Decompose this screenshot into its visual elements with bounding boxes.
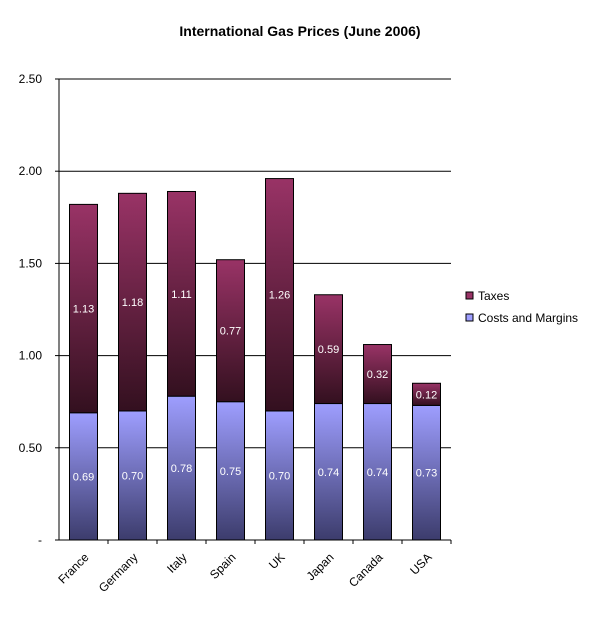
gridlines — [59, 78, 451, 449]
data-label: 0.74 — [367, 467, 388, 479]
data-label: 0.78 — [171, 463, 192, 475]
bar-taxes — [118, 192, 147, 412]
data-label: 1.18 — [122, 297, 143, 309]
x-axis-categories: France Germany Italy Spain UK Japan Canada USA — [55, 550, 434, 595]
y-tick-label: 1.50 — [19, 256, 43, 270]
data-labels: 0.69 1.13 0.70 1.18 0.78 1.11 0.75 0.77 0.70 1.26… — [73, 289, 437, 484]
bar-costs-and-margins — [314, 403, 343, 541]
data-label: 1.26 — [269, 290, 290, 302]
bar-costs-and-margins — [412, 404, 441, 541]
legend: Taxes Costs and Margins — [465, 289, 578, 325]
bar-taxes — [216, 259, 245, 403]
data-label: 1.13 — [73, 304, 94, 316]
legend-swatch — [465, 313, 474, 322]
chart-title: International Gas Prices (June 2006) — [179, 23, 420, 39]
y-tick-label: 2.00 — [19, 164, 43, 178]
data-label: 1.11 — [171, 289, 192, 301]
x-tick-label: France — [55, 550, 92, 587]
x-tick-label: Canada — [346, 550, 386, 590]
y-tick-label: - — [38, 533, 42, 547]
y-tick-label: 2.50 — [19, 72, 43, 86]
legend-swatch — [465, 291, 474, 300]
bar-costs-and-margins — [118, 410, 147, 541]
bar-taxes — [412, 382, 441, 406]
x-tick-label: Germany — [96, 550, 141, 595]
bar-taxes — [363, 344, 392, 405]
bar-taxes — [167, 190, 196, 397]
data-label: 0.59 — [318, 344, 339, 356]
x-tick-label: UK — [266, 550, 288, 572]
bar-taxes — [69, 203, 98, 414]
legend-entry: Taxes — [478, 289, 509, 303]
y-axis-ticks: - 0.50 1.00 1.50 2.00 2.50 — [19, 72, 59, 547]
data-label: 0.77 — [220, 326, 241, 338]
bar-costs-and-margins — [69, 412, 98, 541]
bar-taxes — [314, 294, 343, 405]
bars — [69, 178, 441, 541]
x-tick-label: USA — [407, 550, 434, 577]
bar-taxes — [265, 178, 294, 412]
x-tick-label: Japan — [304, 550, 337, 583]
data-label: 0.74 — [318, 467, 339, 479]
axes — [58, 79, 452, 544]
data-label: 0.73 — [416, 468, 437, 480]
y-tick-label: 0.50 — [19, 441, 43, 455]
legend-entry: Costs and Margins — [478, 311, 578, 325]
data-label: 0.70 — [122, 470, 143, 482]
y-tick-label: 1.00 — [19, 349, 43, 363]
data-label: 0.70 — [269, 470, 290, 482]
x-tick-label: Italy — [164, 550, 189, 575]
data-label: 0.75 — [220, 466, 241, 478]
bar-costs-and-margins — [363, 403, 392, 541]
bar-costs-and-margins — [167, 395, 196, 541]
x-tick-label: Spain — [207, 550, 239, 582]
data-label: 0.12 — [416, 389, 437, 401]
data-label: 0.69 — [73, 471, 94, 483]
data-label: 0.32 — [367, 369, 388, 381]
